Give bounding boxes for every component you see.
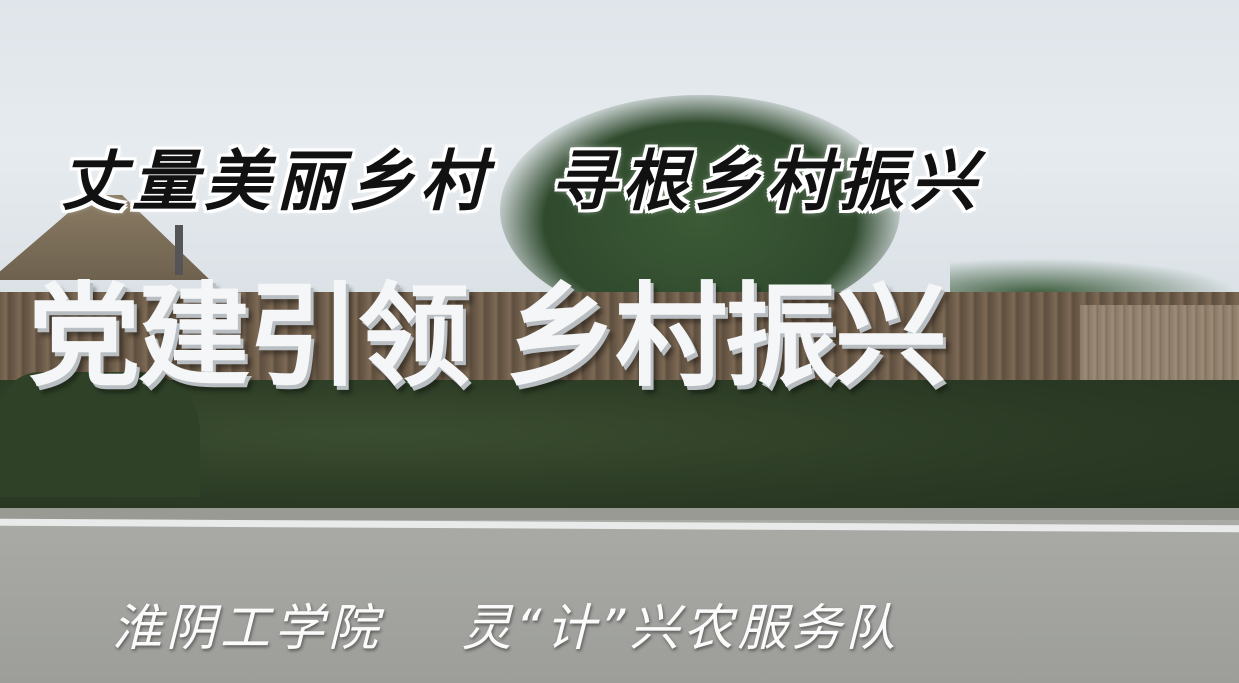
caption-overlay: 淮阴工学院 灵“计”兴农服务队 xyxy=(112,599,900,657)
curb xyxy=(0,508,1239,522)
hedge-left xyxy=(0,372,200,497)
headline-overlay: 丈量美丽乡村 寻根乡村振兴 xyxy=(60,142,982,220)
road xyxy=(0,520,1239,683)
sign-letters: 党建引领 乡村振兴 xyxy=(28,272,947,402)
roadside-sign: 党建引领 乡村振兴 xyxy=(28,262,1178,402)
hedge xyxy=(0,380,1239,515)
umbrella-pole xyxy=(175,225,183,275)
tree xyxy=(500,95,900,325)
